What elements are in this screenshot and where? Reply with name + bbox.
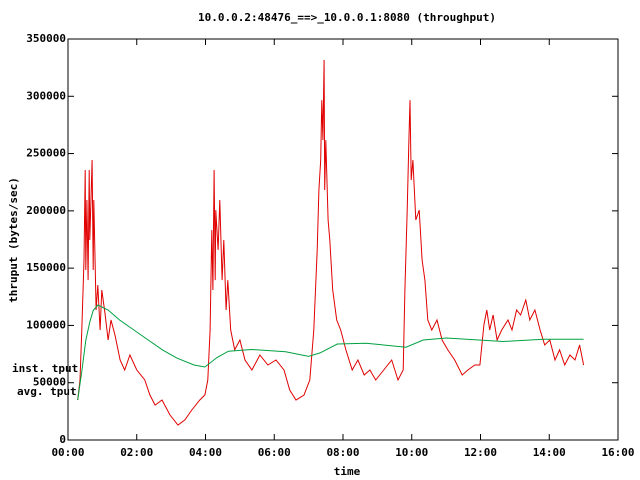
y-tick-label: 100000 xyxy=(26,318,66,331)
x-tick-label: 08:00 xyxy=(326,446,359,459)
y-axis-label: thruput (bytes/sec) xyxy=(7,177,20,303)
x-tick-label: 12:00 xyxy=(464,446,497,459)
x-tick-label: 00:00 xyxy=(51,446,84,459)
legend-label: avg. tput xyxy=(17,385,77,398)
x-tick-label: 02:00 xyxy=(120,446,153,459)
x-axis-label: time xyxy=(334,465,361,478)
x-tick-label: 04:00 xyxy=(189,446,222,459)
legend-label: inst. tput xyxy=(12,362,78,375)
y-tick-label: 0 xyxy=(59,433,66,446)
x-tick-label: 14:00 xyxy=(533,446,566,459)
y-tick-label: 300000 xyxy=(26,89,66,102)
x-tick-label: 16:00 xyxy=(601,446,634,459)
y-tick-label: 50000 xyxy=(33,376,66,389)
y-tick-label: 150000 xyxy=(26,261,66,274)
series-line xyxy=(77,59,585,426)
y-tick-label: 250000 xyxy=(26,147,66,160)
y-tick-label: 200000 xyxy=(26,204,66,217)
x-tick-label: 10:00 xyxy=(395,446,428,459)
series-line xyxy=(77,304,584,401)
y-tick-label: 350000 xyxy=(26,32,66,45)
x-tick-label: 06:00 xyxy=(258,446,291,459)
chart-title: 10.0.0.2:48476_==>_10.0.0.1:8080 (throug… xyxy=(198,11,496,24)
